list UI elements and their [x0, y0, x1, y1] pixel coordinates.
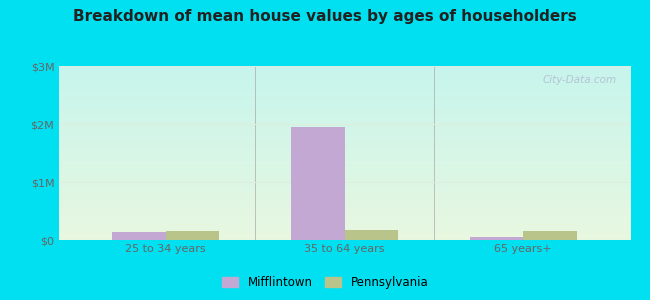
- Bar: [470, 237, 523, 240]
- Text: City-Data.com: City-Data.com: [542, 75, 616, 85]
- Bar: [523, 231, 577, 240]
- Bar: [166, 231, 220, 240]
- Bar: [112, 232, 166, 240]
- Bar: [344, 230, 398, 240]
- Bar: [291, 127, 344, 240]
- Legend: Mifflintown, Pennsylvania: Mifflintown, Pennsylvania: [217, 272, 433, 294]
- Text: Breakdown of mean house values by ages of householders: Breakdown of mean house values by ages o…: [73, 9, 577, 24]
